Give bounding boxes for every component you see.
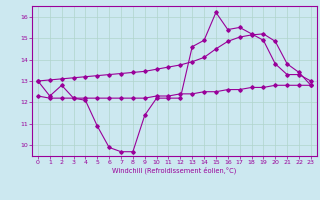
X-axis label: Windchill (Refroidissement éolien,°C): Windchill (Refroidissement éolien,°C) <box>112 167 236 174</box>
